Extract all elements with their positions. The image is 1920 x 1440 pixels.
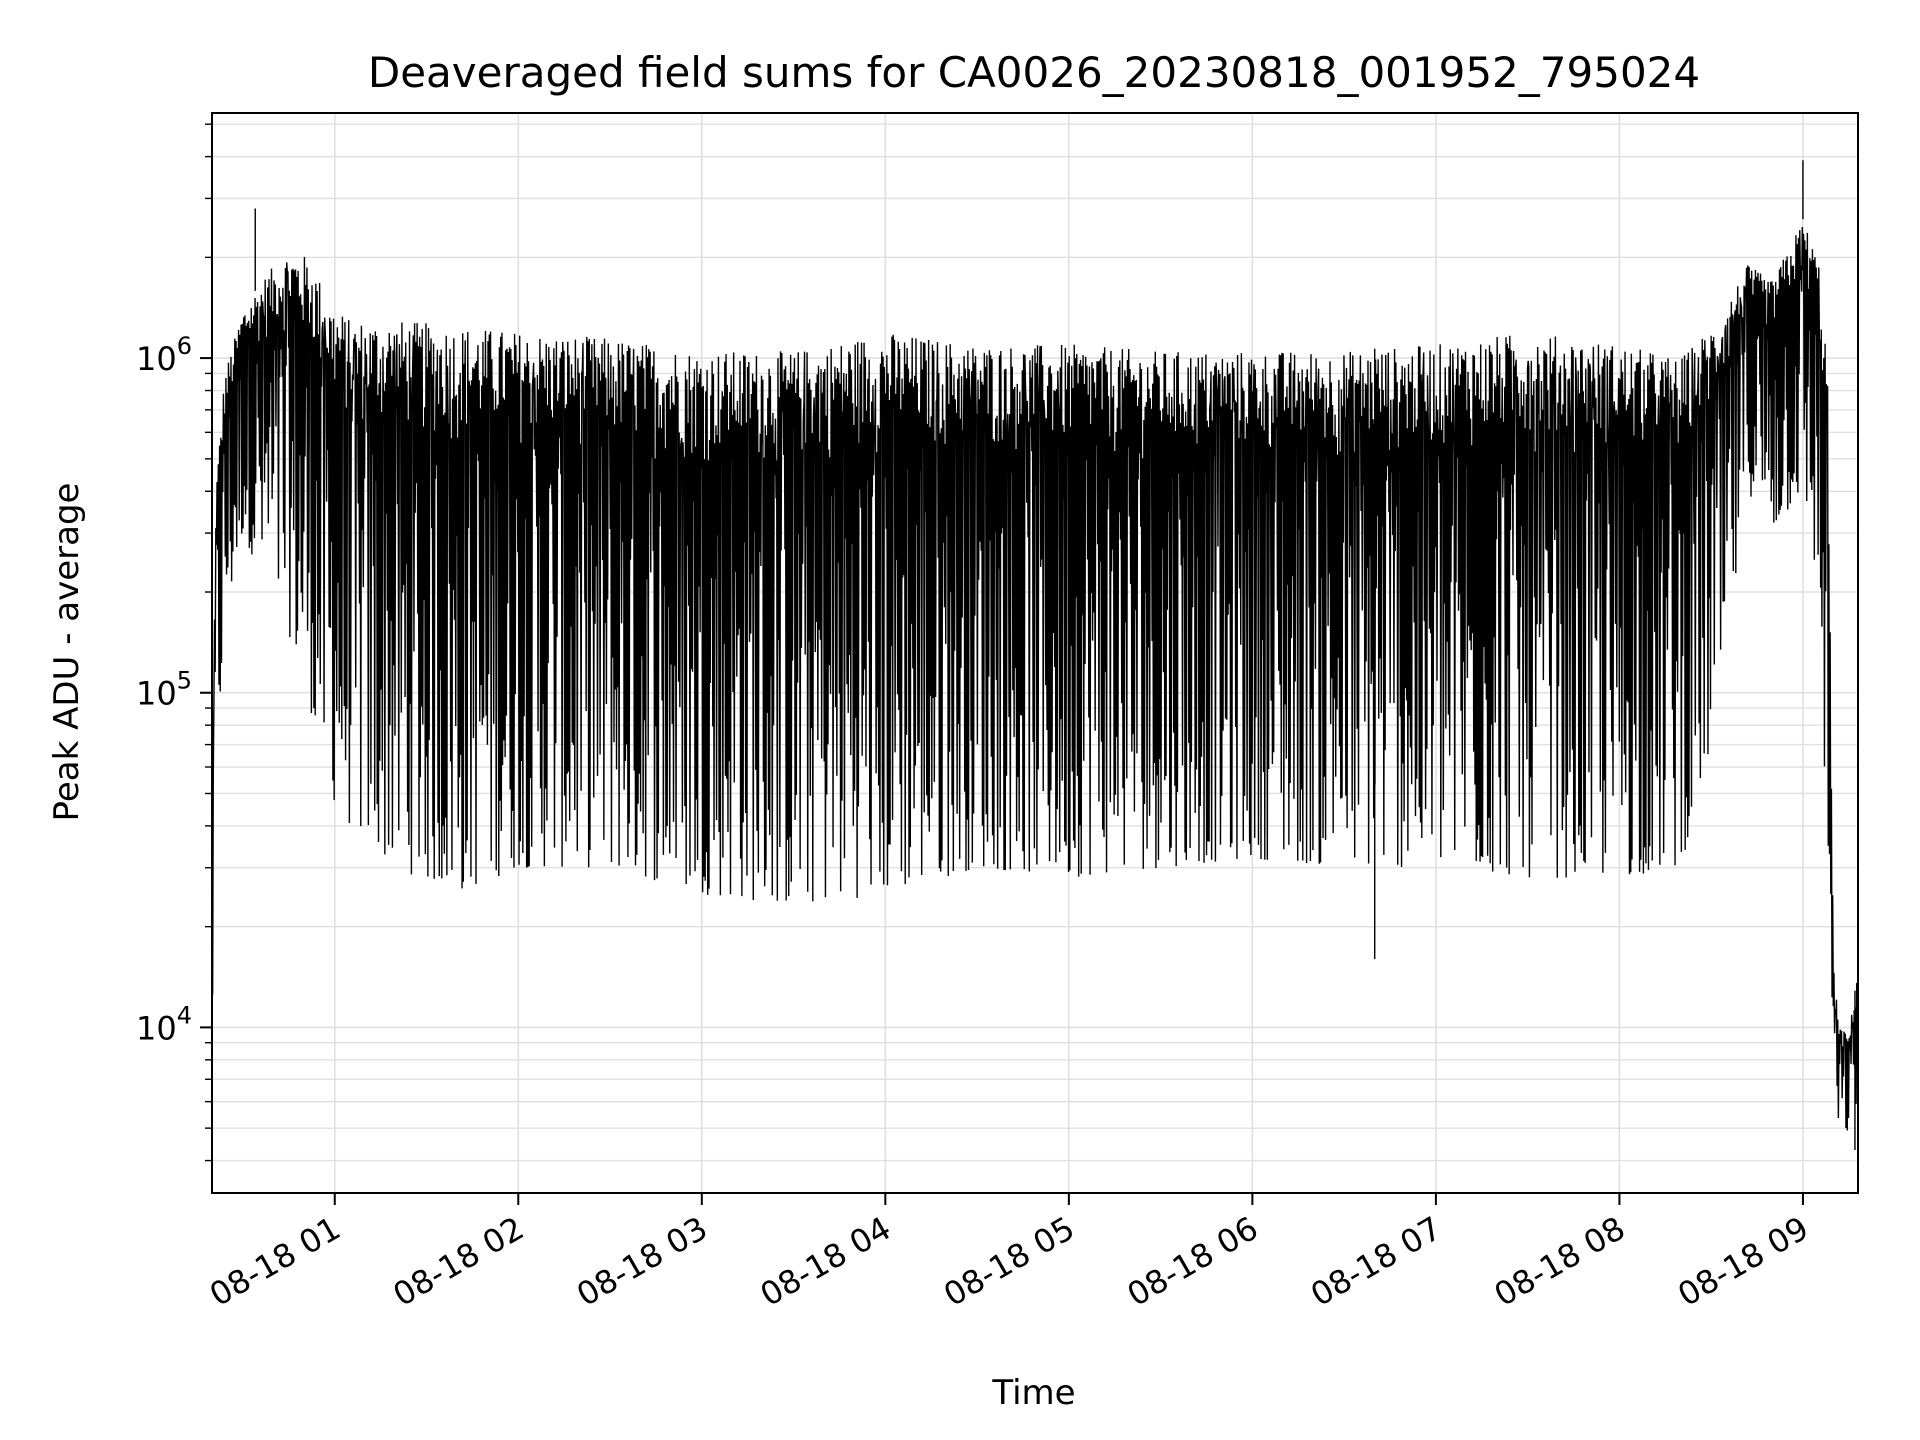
y-tick-label: 104: [136, 1001, 192, 1047]
y-axis: 104 105 106: [136, 123, 212, 1162]
y-axis-label: Peak ADU - average: [47, 483, 87, 822]
plot-area: [211, 112, 1859, 1194]
series-line: [212, 160, 1858, 1151]
plot-frame: [211, 112, 1859, 1194]
y-tick-label: 105: [136, 667, 192, 713]
chart-title: Deaveraged field sums for CA0026_2023081…: [368, 48, 1700, 97]
x-axis-label: Time: [991, 1373, 1075, 1413]
y-tick-label: 106: [136, 332, 192, 378]
